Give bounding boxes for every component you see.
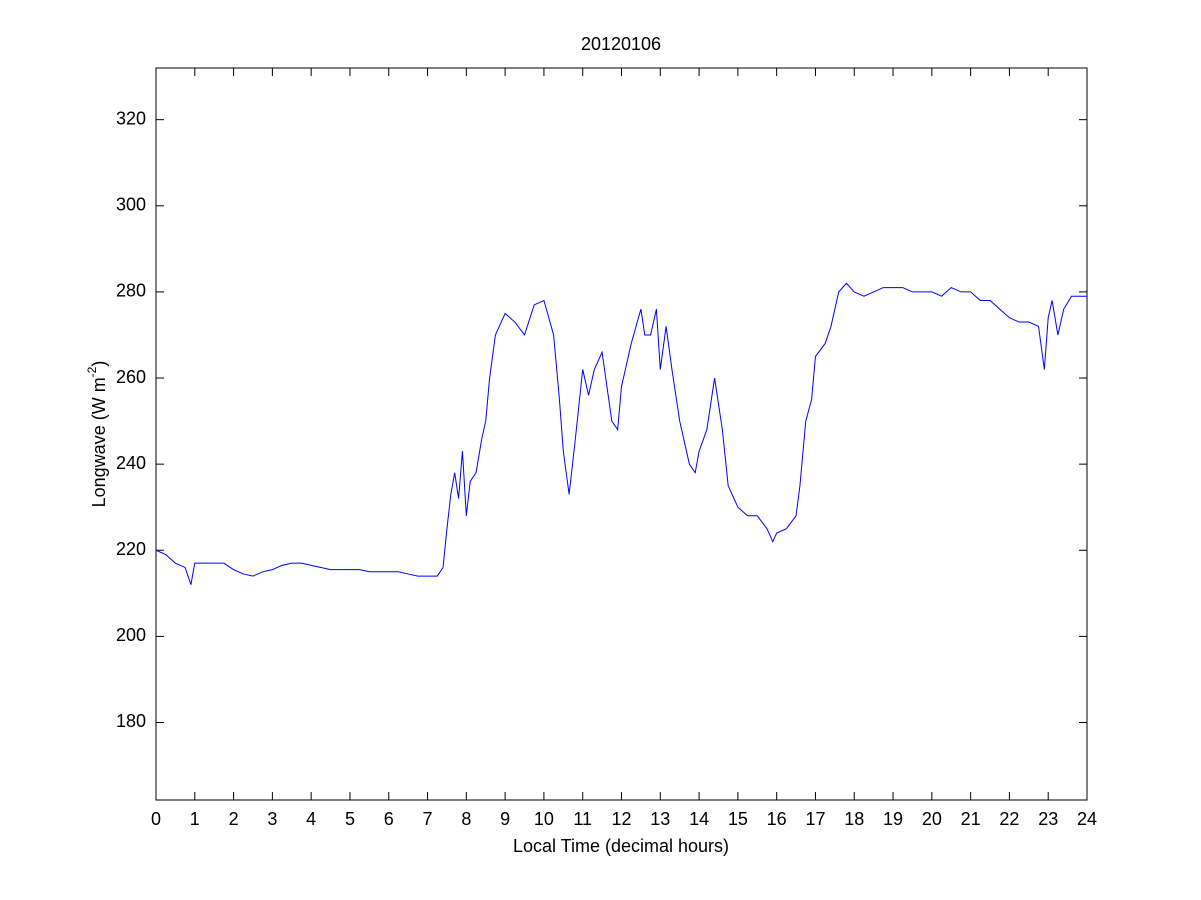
chart-title: 20120106	[581, 34, 661, 54]
x-tick-label: 6	[384, 809, 394, 829]
x-tick-label: 16	[767, 809, 787, 829]
y-tick-label: 200	[116, 625, 146, 645]
y-label-exponent: -2	[85, 366, 99, 377]
x-tick-label: 23	[1038, 809, 1058, 829]
y-label-close: )	[89, 361, 109, 367]
x-tick-label: 12	[611, 809, 631, 829]
x-tick-label: 11	[573, 809, 592, 829]
x-tick-label: 21	[961, 809, 981, 829]
x-tick-label: 13	[650, 809, 670, 829]
x-axis-label: Local Time (decimal hours)	[513, 836, 729, 856]
y-tick-label: 240	[116, 453, 146, 473]
x-tick-label: 2	[229, 809, 239, 829]
x-tick-label: 5	[345, 809, 355, 829]
y-tick-label: 320	[116, 108, 146, 128]
x-tick-label: 15	[728, 809, 748, 829]
x-tick-label: 10	[534, 809, 554, 829]
y-tick-label: 220	[116, 539, 146, 559]
x-tick-label: 0	[151, 809, 161, 829]
x-tick-label: 24	[1077, 809, 1097, 829]
x-tick-label: 8	[461, 809, 471, 829]
x-tick-label: 18	[844, 809, 864, 829]
x-tick-label: 3	[267, 809, 277, 829]
y-tick-label: 280	[116, 281, 146, 301]
y-tick-label: 180	[116, 711, 146, 731]
y-tick-label: 260	[116, 367, 146, 387]
x-tick-label: 4	[306, 809, 316, 829]
y-tick-label: 300	[116, 195, 146, 215]
x-tick-label: 1	[190, 809, 200, 829]
x-tick-label: 22	[999, 809, 1019, 829]
x-tick-label: 20	[922, 809, 942, 829]
x-tick-label: 14	[689, 809, 709, 829]
x-tick-label: 7	[423, 809, 433, 829]
data-line	[155, 282, 1087, 585]
x-tick-label: 17	[805, 809, 825, 829]
y-label-text: Longwave (W m	[89, 377, 109, 507]
y-axis-label: Longwave (W m-2)	[85, 361, 109, 508]
x-tick-label: 9	[500, 809, 510, 829]
x-tick-label: 19	[883, 809, 903, 829]
